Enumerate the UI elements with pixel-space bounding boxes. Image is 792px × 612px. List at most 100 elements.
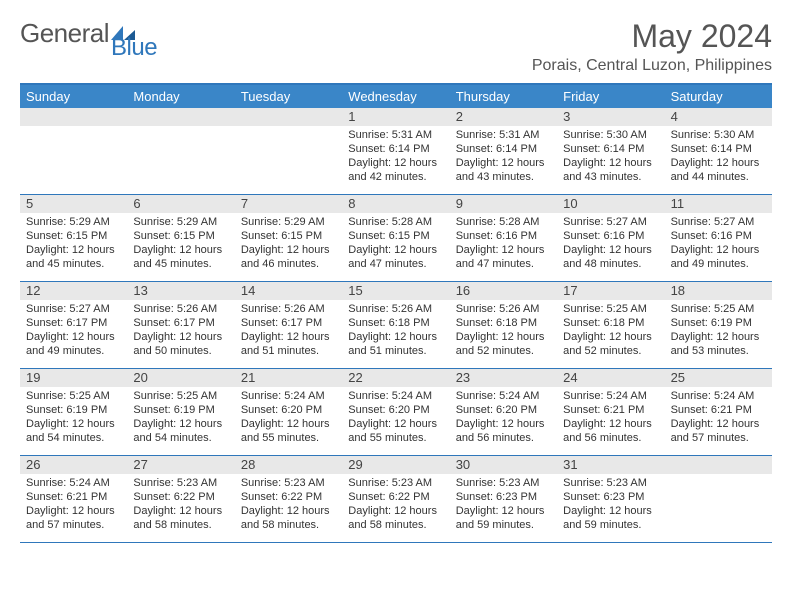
daylight-text: Daylight: 12 hours and 56 minutes. — [563, 417, 658, 445]
day-number: 19 — [20, 369, 127, 387]
daylight-text: Daylight: 12 hours and 48 minutes. — [563, 243, 658, 271]
sunset-text: Sunset: 6:20 PM — [348, 403, 443, 417]
day-content: Sunrise: 5:26 AMSunset: 6:17 PMDaylight:… — [235, 300, 342, 362]
day-content: Sunrise: 5:25 AMSunset: 6:19 PMDaylight:… — [20, 387, 127, 449]
day-cell: 13Sunrise: 5:26 AMSunset: 6:17 PMDayligh… — [127, 282, 234, 368]
day-cell: 2Sunrise: 5:31 AMSunset: 6:14 PMDaylight… — [450, 108, 557, 194]
sunrise-text: Sunrise: 5:30 AM — [563, 128, 658, 142]
day-number: 8 — [342, 195, 449, 213]
day-cell: 18Sunrise: 5:25 AMSunset: 6:19 PMDayligh… — [665, 282, 772, 368]
sunrise-text: Sunrise: 5:23 AM — [241, 476, 336, 490]
daylight-text: Daylight: 12 hours and 47 minutes. — [348, 243, 443, 271]
day-number: 17 — [557, 282, 664, 300]
day-number: 21 — [235, 369, 342, 387]
day-cell: 27Sunrise: 5:23 AMSunset: 6:22 PMDayligh… — [127, 456, 234, 542]
sunrise-text: Sunrise: 5:27 AM — [671, 215, 766, 229]
day-cell: 28Sunrise: 5:23 AMSunset: 6:22 PMDayligh… — [235, 456, 342, 542]
day-content: Sunrise: 5:26 AMSunset: 6:18 PMDaylight:… — [342, 300, 449, 362]
day-number: 7 — [235, 195, 342, 213]
sunrise-text: Sunrise: 5:25 AM — [563, 302, 658, 316]
day-content: Sunrise: 5:25 AMSunset: 6:18 PMDaylight:… — [557, 300, 664, 362]
day-number: 30 — [450, 456, 557, 474]
day-content: Sunrise: 5:24 AMSunset: 6:21 PMDaylight:… — [20, 474, 127, 536]
daylight-text: Daylight: 12 hours and 55 minutes. — [348, 417, 443, 445]
day-content: Sunrise: 5:24 AMSunset: 6:20 PMDaylight:… — [450, 387, 557, 449]
weekday-header: Tuesday — [235, 85, 342, 108]
day-number: 16 — [450, 282, 557, 300]
day-content: Sunrise: 5:24 AMSunset: 6:21 PMDaylight:… — [665, 387, 772, 449]
day-number — [20, 108, 127, 126]
weeks-container: 1Sunrise: 5:31 AMSunset: 6:14 PMDaylight… — [20, 108, 772, 543]
sunset-text: Sunset: 6:22 PM — [133, 490, 228, 504]
day-cell: 5Sunrise: 5:29 AMSunset: 6:15 PMDaylight… — [20, 195, 127, 281]
sunset-text: Sunset: 6:14 PM — [563, 142, 658, 156]
day-cell: 10Sunrise: 5:27 AMSunset: 6:16 PMDayligh… — [557, 195, 664, 281]
sunrise-text: Sunrise: 5:25 AM — [26, 389, 121, 403]
daylight-text: Daylight: 12 hours and 57 minutes. — [671, 417, 766, 445]
day-content: Sunrise: 5:30 AMSunset: 6:14 PMDaylight:… — [557, 126, 664, 188]
day-content: Sunrise: 5:26 AMSunset: 6:18 PMDaylight:… — [450, 300, 557, 362]
day-number: 2 — [450, 108, 557, 126]
day-content: Sunrise: 5:23 AMSunset: 6:23 PMDaylight:… — [450, 474, 557, 536]
day-content: Sunrise: 5:29 AMSunset: 6:15 PMDaylight:… — [235, 213, 342, 275]
day-content: Sunrise: 5:24 AMSunset: 6:20 PMDaylight:… — [342, 387, 449, 449]
sunset-text: Sunset: 6:16 PM — [456, 229, 551, 243]
sunset-text: Sunset: 6:18 PM — [456, 316, 551, 330]
day-cell: 30Sunrise: 5:23 AMSunset: 6:23 PMDayligh… — [450, 456, 557, 542]
day-number: 1 — [342, 108, 449, 126]
day-cell — [20, 108, 127, 194]
daylight-text: Daylight: 12 hours and 58 minutes. — [348, 504, 443, 532]
daylight-text: Daylight: 12 hours and 55 minutes. — [241, 417, 336, 445]
logo-text-1: General — [20, 18, 109, 49]
day-content: Sunrise: 5:28 AMSunset: 6:15 PMDaylight:… — [342, 213, 449, 275]
day-cell: 29Sunrise: 5:23 AMSunset: 6:22 PMDayligh… — [342, 456, 449, 542]
sunset-text: Sunset: 6:16 PM — [563, 229, 658, 243]
sunrise-text: Sunrise: 5:26 AM — [133, 302, 228, 316]
day-number: 24 — [557, 369, 664, 387]
sunset-text: Sunset: 6:20 PM — [241, 403, 336, 417]
daylight-text: Daylight: 12 hours and 44 minutes. — [671, 156, 766, 184]
day-content: Sunrise: 5:29 AMSunset: 6:15 PMDaylight:… — [127, 213, 234, 275]
day-number: 13 — [127, 282, 234, 300]
sunrise-text: Sunrise: 5:29 AM — [133, 215, 228, 229]
day-number — [127, 108, 234, 126]
day-cell — [127, 108, 234, 194]
day-cell — [235, 108, 342, 194]
title-block: May 2024 Porais, Central Luzon, Philippi… — [532, 18, 772, 75]
week-row: 5Sunrise: 5:29 AMSunset: 6:15 PMDaylight… — [20, 195, 772, 282]
day-content: Sunrise: 5:28 AMSunset: 6:16 PMDaylight:… — [450, 213, 557, 275]
day-content: Sunrise: 5:23 AMSunset: 6:22 PMDaylight:… — [342, 474, 449, 536]
sunset-text: Sunset: 6:23 PM — [563, 490, 658, 504]
sunrise-text: Sunrise: 5:27 AM — [563, 215, 658, 229]
sunrise-text: Sunrise: 5:24 AM — [456, 389, 551, 403]
day-number: 22 — [342, 369, 449, 387]
sunset-text: Sunset: 6:15 PM — [26, 229, 121, 243]
sunset-text: Sunset: 6:16 PM — [671, 229, 766, 243]
day-number: 4 — [665, 108, 772, 126]
daylight-text: Daylight: 12 hours and 47 minutes. — [456, 243, 551, 271]
sunset-text: Sunset: 6:18 PM — [348, 316, 443, 330]
weekday-header: Wednesday — [342, 85, 449, 108]
day-number: 23 — [450, 369, 557, 387]
day-cell: 9Sunrise: 5:28 AMSunset: 6:16 PMDaylight… — [450, 195, 557, 281]
day-content: Sunrise: 5:31 AMSunset: 6:14 PMDaylight:… — [450, 126, 557, 188]
daylight-text: Daylight: 12 hours and 58 minutes. — [241, 504, 336, 532]
header: General Blue May 2024 Porais, Central Lu… — [20, 18, 772, 75]
day-cell: 21Sunrise: 5:24 AMSunset: 6:20 PMDayligh… — [235, 369, 342, 455]
day-cell: 3Sunrise: 5:30 AMSunset: 6:14 PMDaylight… — [557, 108, 664, 194]
sunset-text: Sunset: 6:21 PM — [26, 490, 121, 504]
day-number: 11 — [665, 195, 772, 213]
sunset-text: Sunset: 6:19 PM — [133, 403, 228, 417]
weekday-header: Saturday — [665, 85, 772, 108]
day-cell: 7Sunrise: 5:29 AMSunset: 6:15 PMDaylight… — [235, 195, 342, 281]
daylight-text: Daylight: 12 hours and 57 minutes. — [26, 504, 121, 532]
daylight-text: Daylight: 12 hours and 45 minutes. — [26, 243, 121, 271]
daylight-text: Daylight: 12 hours and 51 minutes. — [241, 330, 336, 358]
logo: General Blue — [20, 18, 185, 49]
daylight-text: Daylight: 12 hours and 52 minutes. — [456, 330, 551, 358]
day-number: 3 — [557, 108, 664, 126]
daylight-text: Daylight: 12 hours and 51 minutes. — [348, 330, 443, 358]
day-content: Sunrise: 5:27 AMSunset: 6:16 PMDaylight:… — [665, 213, 772, 275]
day-content: Sunrise: 5:23 AMSunset: 6:22 PMDaylight:… — [127, 474, 234, 536]
day-cell: 6Sunrise: 5:29 AMSunset: 6:15 PMDaylight… — [127, 195, 234, 281]
